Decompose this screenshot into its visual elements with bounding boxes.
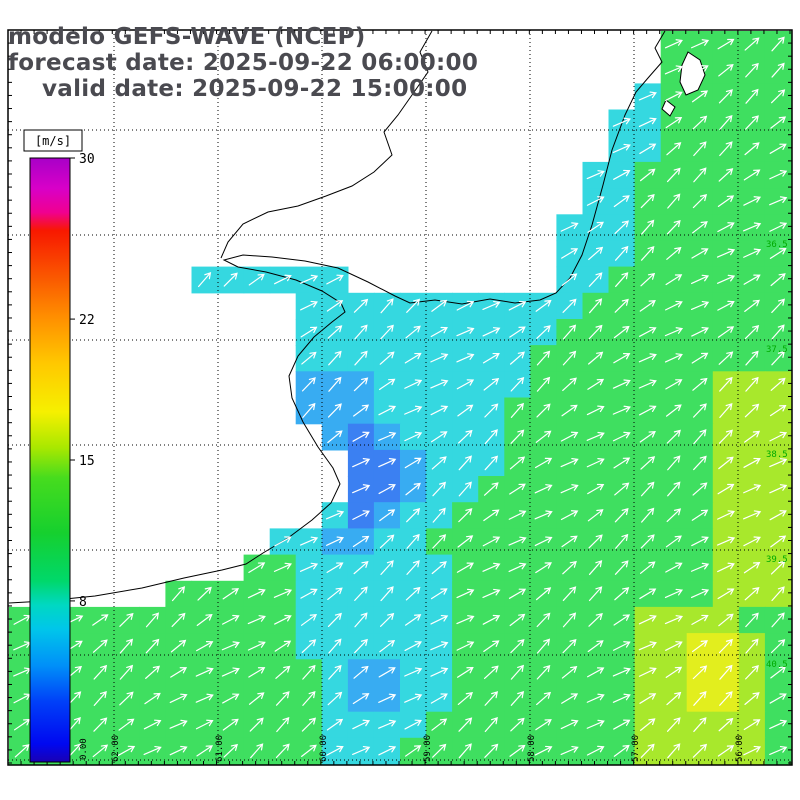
- longitude-label: 58.00: [527, 735, 537, 762]
- latitude-label: 36.5: [766, 240, 788, 250]
- graticule: [8, 30, 792, 765]
- colorbar-unit-label: [m/s]: [35, 134, 71, 148]
- longitude-label: 61.00: [215, 735, 225, 762]
- latitude-label: 38.5: [766, 450, 788, 460]
- wind-arrows: [13, 36, 788, 759]
- longitude-label: 57.00: [631, 735, 641, 762]
- colorbar-min-label: 0.00: [79, 738, 89, 760]
- colorbar-unit-box: [23, 129, 83, 152]
- longitude-label: 59.00: [423, 735, 433, 762]
- coastline: [8, 30, 706, 604]
- latitude-label: 37.5: [766, 345, 788, 355]
- longitude-label: 62.00: [111, 735, 121, 762]
- colorbar-tick-label: 22: [79, 313, 95, 328]
- colorbar-tick-label: 15: [79, 454, 95, 469]
- colorbar-gradient: [29, 157, 71, 763]
- latitude-label: 39.5: [766, 555, 788, 565]
- valid-date-line: valid date: 2025-09-22 15:00:00: [42, 76, 468, 102]
- colorbar-tick-label: 30: [79, 152, 95, 167]
- longitude-label: 56.00: [735, 735, 745, 762]
- colorbar-tick-label: 8: [79, 595, 87, 610]
- colorbar: [m/s] 30 22 15 8 0.00: [23, 129, 95, 763]
- forecast-date-line: forecast date: 2025-09-22 06:00:00: [8, 50, 479, 76]
- chart-header: modelo GEFS-WAVE (NCEP) forecast date: 2…: [8, 24, 478, 102]
- model-title: modelo GEFS-WAVE (NCEP): [8, 24, 366, 50]
- latitude-label: 40.5: [766, 660, 788, 670]
- map-frame: [7, 29, 793, 766]
- longitude-label: 60.00: [319, 735, 329, 762]
- axis-labels: 62.00 61.00 60.00 59.00 58.00 57.00 56.00 36.5 3…: [111, 240, 788, 762]
